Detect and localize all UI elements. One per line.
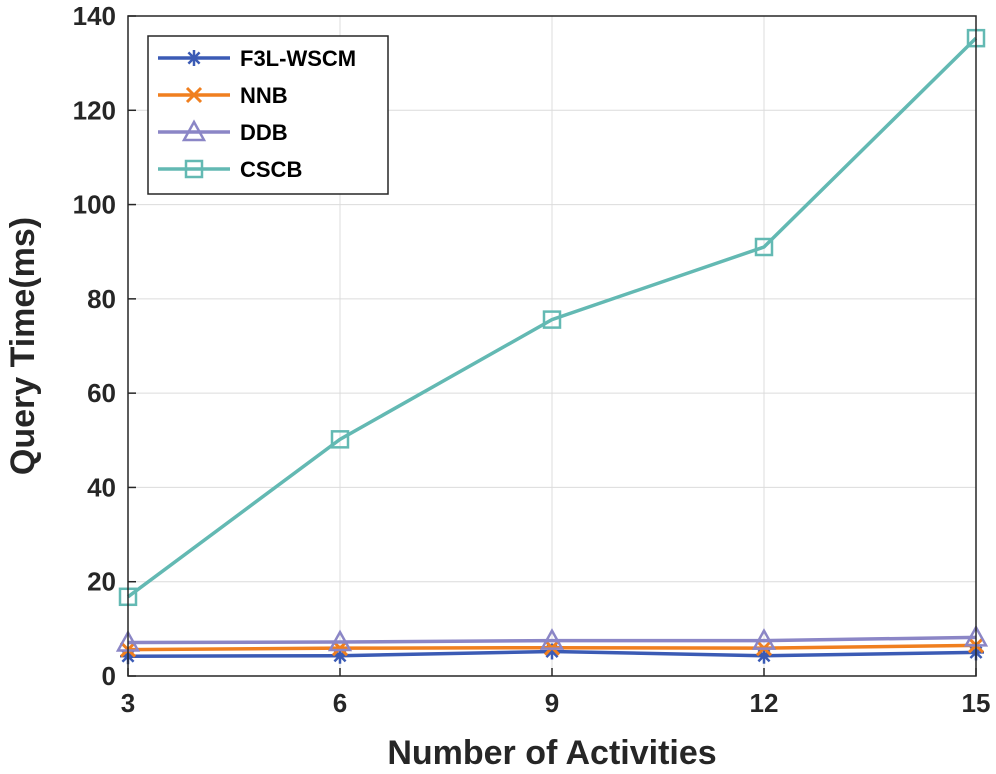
series-line-ddb xyxy=(127,635,977,645)
y-tick-label: 100 xyxy=(73,190,116,220)
x-tick-label: 3 xyxy=(121,688,135,718)
legend-label-ddb: DDB xyxy=(240,120,288,145)
data-point-cscb xyxy=(754,237,774,257)
y-tick-label: 120 xyxy=(73,95,116,125)
x-tick-label: 9 xyxy=(545,688,559,718)
y-tick-label: 0 xyxy=(102,661,116,691)
data-point-cscb xyxy=(542,310,562,329)
x-axis-title: Number of Activities xyxy=(387,734,716,772)
x-tick-label: 15 xyxy=(962,688,991,718)
y-axis-title: Query Time(ms) xyxy=(4,217,42,475)
legend-item-nnb: NNB xyxy=(158,83,288,108)
legend-marker-f3l-wscm-stroke xyxy=(187,51,201,65)
y-tick-label: 40 xyxy=(87,472,116,502)
y-tick-label: 80 xyxy=(87,284,116,314)
tick-labels: 3 6 9 12 15 0 20 40 60 80 100 120 140 xyxy=(73,1,991,718)
series-layer xyxy=(115,28,989,665)
data-point-ddb xyxy=(539,628,565,650)
legend-marker-cscb xyxy=(184,159,204,179)
legend-marker-f3l-wscm xyxy=(186,50,202,66)
data-point-ddb xyxy=(327,629,353,652)
legend-item-ddb: DDB xyxy=(158,119,288,145)
y-tick-label: 20 xyxy=(87,567,116,597)
legend-label-nnb: NNB xyxy=(240,83,288,108)
y-tick-label: 60 xyxy=(87,378,116,408)
legend-label-f3l-wscm: F3L-WSCM xyxy=(240,46,356,71)
y-tick-label: 140 xyxy=(73,1,116,31)
legend-label-cscb: CSCB xyxy=(240,157,302,182)
legend-item-cscb: CSCB xyxy=(158,157,302,182)
data-point-ddb xyxy=(751,628,777,650)
x-tick-label: 12 xyxy=(750,688,779,718)
legend-item-f3l-wscm: F3L-WSCM xyxy=(158,46,356,71)
legend-marker-nnb xyxy=(185,86,203,104)
x-tick-label: 6 xyxy=(333,688,347,718)
legend: F3L-WSCM NNB DDB CSCB xyxy=(147,35,389,195)
legend-marker-ddb xyxy=(181,119,207,142)
legend-marker-nnb-stroke xyxy=(185,86,203,104)
data-point-cscb xyxy=(330,430,350,449)
series-line-cscb xyxy=(126,36,978,599)
